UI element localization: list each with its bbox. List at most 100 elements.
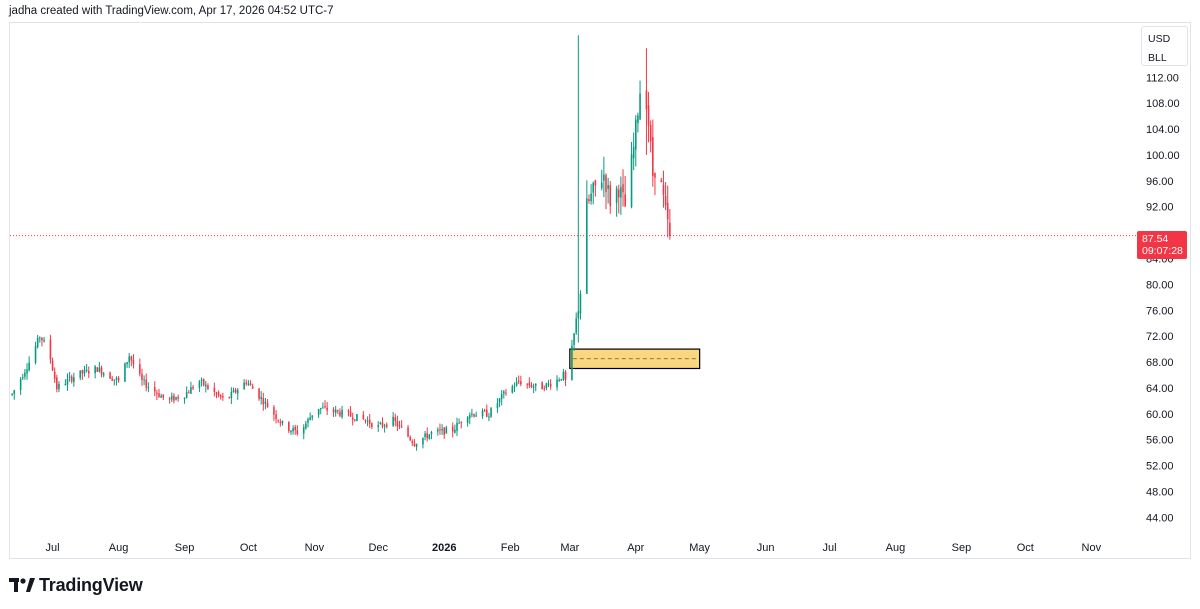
- candle-body: [94, 366, 96, 374]
- x-tick-label: Jun: [757, 542, 775, 554]
- candle-body: [513, 386, 516, 388]
- candle-body: [273, 406, 275, 415]
- candle-body: [243, 382, 245, 390]
- candle-body: [117, 377, 120, 381]
- bar-countdown: 09:07:28: [1142, 245, 1183, 257]
- candle-body: [468, 415, 471, 419]
- candle-body: [26, 369, 28, 374]
- candle-body: [649, 125, 652, 142]
- candle-body: [207, 385, 209, 389]
- candle-body: [98, 367, 101, 372]
- candle-body: [192, 387, 194, 389]
- candle-body: [490, 408, 492, 417]
- candle-body: [334, 409, 337, 413]
- candle-body: [385, 424, 388, 427]
- candle-body: [347, 410, 350, 412]
- candle-body: [187, 392, 190, 394]
- candle-body: [128, 356, 130, 363]
- candle-body: [200, 379, 203, 381]
- candle-body: [645, 90, 648, 110]
- candle-body: [607, 184, 609, 189]
- zone-layer: [569, 348, 701, 370]
- candle-body: [407, 427, 409, 437]
- candle-body: [451, 426, 454, 432]
- candle-body: [64, 384, 67, 386]
- candle-body: [458, 422, 460, 424]
- candle-body: [647, 105, 650, 126]
- candle-body: [605, 175, 607, 192]
- candle-body: [302, 427, 305, 434]
- candle-body: [141, 373, 143, 380]
- candle-body: [460, 422, 463, 424]
- candle-body: [153, 387, 156, 392]
- x-tick-label: Jul: [46, 542, 60, 554]
- candle-body: [664, 195, 667, 206]
- candle-body: [637, 115, 639, 124]
- candle-body: [560, 379, 563, 381]
- candle-body: [68, 376, 71, 378]
- candle-body: [290, 430, 292, 433]
- candle-body: [371, 423, 373, 427]
- candle-body: [437, 429, 439, 432]
- chart-frame: [9, 22, 1191, 559]
- candle-body: [445, 427, 448, 434]
- candle-body: [571, 345, 573, 380]
- candle-body: [430, 432, 433, 435]
- currency-selector[interactable]: USD BLL: [1141, 26, 1188, 66]
- candle-body: [162, 394, 165, 398]
- candle-body: [660, 179, 663, 183]
- candle-body: [617, 189, 620, 198]
- candle-body: [87, 370, 90, 374]
- candle-body: [454, 429, 456, 433]
- candle-body: [43, 339, 45, 342]
- candle-body: [549, 383, 552, 387]
- candle-body: [624, 194, 626, 207]
- candle-body: [215, 392, 218, 394]
- candle-body: [305, 423, 307, 429]
- x-tick-label: Nov: [1082, 542, 1102, 554]
- last-price-value: 87.54: [1142, 233, 1169, 245]
- y-tick-label: 76.00: [1146, 305, 1174, 317]
- candle-body: [383, 425, 386, 427]
- candle-body: [443, 427, 446, 435]
- candle-body: [575, 318, 577, 333]
- candle-body: [500, 394, 503, 400]
- candle-body: [428, 434, 431, 439]
- candle-body: [173, 395, 175, 401]
- candle-body: [217, 392, 220, 396]
- candle-body: [600, 182, 603, 189]
- candle-body: [669, 222, 671, 236]
- candle-body: [185, 392, 188, 398]
- candles-layer: [11, 35, 671, 451]
- candle-body: [377, 424, 380, 427]
- x-tick-label: Jul: [822, 542, 836, 554]
- candle-body: [362, 414, 365, 420]
- candle-body: [222, 396, 224, 398]
- candle-body: [351, 417, 354, 420]
- footer-brand[interactable]: TradingView: [9, 573, 143, 597]
- candle-body: [66, 378, 69, 385]
- candle-body: [232, 390, 235, 393]
- candle-body: [183, 397, 186, 400]
- support-zone-box[interactable]: [569, 348, 701, 370]
- candle-body: [630, 154, 633, 207]
- candle-body: [317, 409, 320, 415]
- candle-body: [368, 419, 371, 424]
- y-tick-label: 64.00: [1146, 383, 1174, 395]
- candle-body: [281, 420, 284, 424]
- candle-body: [102, 373, 105, 376]
- candle-body: [85, 369, 88, 371]
- candle-body: [234, 389, 237, 393]
- x-tick-label: Apr: [627, 542, 644, 554]
- candle-body: [366, 420, 369, 422]
- candle-body: [324, 406, 326, 408]
- candle-body: [639, 93, 641, 120]
- candle-body: [534, 383, 537, 386]
- candle-body: [307, 418, 309, 423]
- candle-body: [662, 184, 665, 195]
- y-tick-label: 48.00: [1146, 486, 1174, 498]
- tradingview-logo-icon: [9, 576, 35, 594]
- candle-body: [124, 363, 126, 382]
- candle-body: [356, 414, 358, 422]
